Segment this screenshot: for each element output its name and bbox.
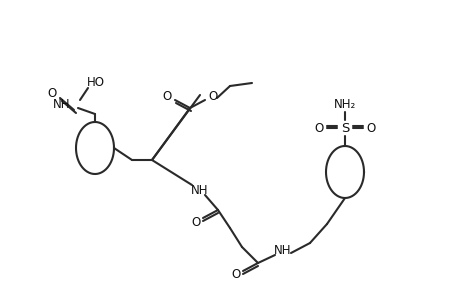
Text: NH: NH [191,184,208,197]
Text: NH₂: NH₂ [333,98,355,110]
Text: O: O [47,86,56,100]
Text: O: O [313,122,323,134]
Text: NH: NH [52,98,70,110]
Text: O: O [162,89,171,103]
Text: O: O [208,89,217,103]
Text: HO: HO [87,76,105,88]
Text: S: S [340,122,348,134]
Text: NH: NH [274,244,291,257]
Text: O: O [191,215,200,229]
Text: O: O [365,122,375,134]
Text: O: O [231,268,240,281]
